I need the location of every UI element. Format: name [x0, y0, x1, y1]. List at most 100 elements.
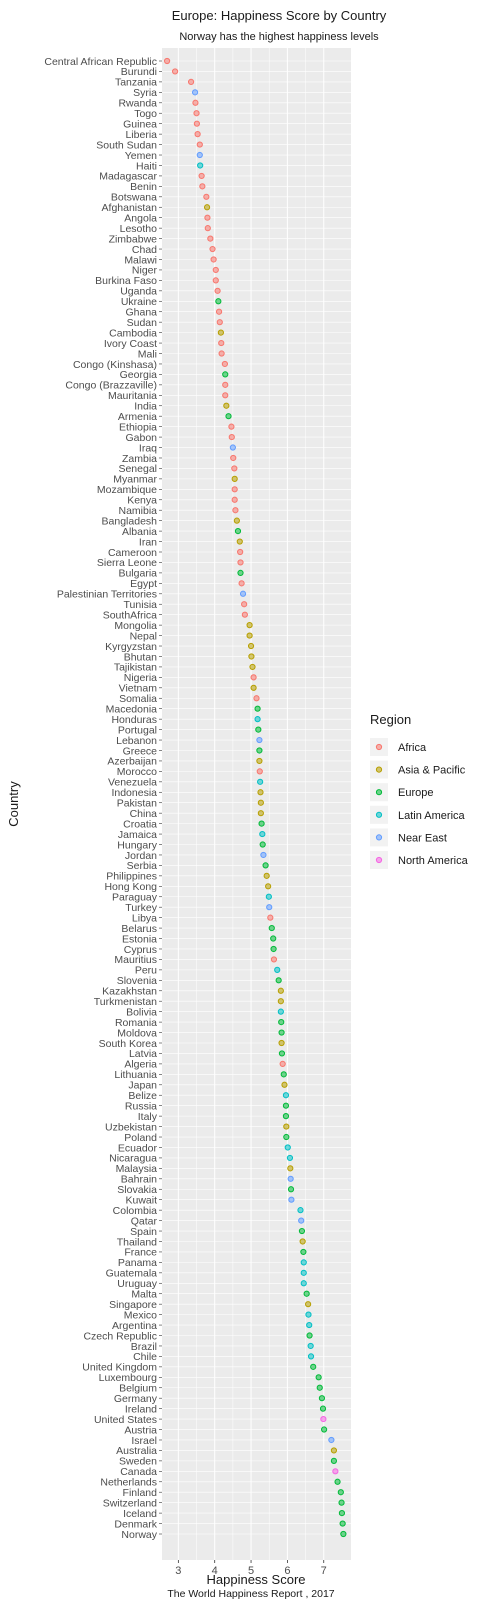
data-point — [232, 507, 239, 514]
data-point — [217, 329, 224, 336]
y-tick-label: Belize — [128, 1090, 157, 1102]
y-tick-label: Canada — [120, 1466, 157, 1478]
y-tick-label: Libya — [132, 912, 157, 924]
data-point — [270, 945, 277, 953]
data-point — [298, 1227, 306, 1235]
y-tick-label: Greece — [123, 745, 158, 757]
y-tick-label: Albania — [122, 526, 157, 538]
data-point — [287, 1165, 294, 1172]
y-tick-label: Syria — [133, 87, 157, 99]
y-tick-label: Thailand — [117, 1236, 157, 1248]
data-point — [305, 1311, 312, 1318]
y-tick-label: Malta — [131, 1289, 157, 1301]
data-point — [209, 245, 216, 253]
data-point — [257, 778, 264, 785]
data-point — [234, 528, 242, 535]
data-point — [203, 193, 210, 200]
y-tick-label: Argentina — [112, 1320, 157, 1332]
y-tick-label: Bahrain — [121, 1174, 157, 1186]
y-tick-label: Congo (Kinshasa) — [73, 359, 157, 371]
legend-marker — [375, 743, 383, 751]
data-point — [250, 684, 257, 691]
data-point — [229, 444, 236, 451]
data-point — [279, 1060, 286, 1067]
data-point — [228, 423, 235, 430]
data-point — [287, 1186, 295, 1193]
y-tick-label: Togo — [134, 108, 157, 120]
data-point — [277, 1008, 284, 1015]
y-tick-label: Hong Kong — [104, 881, 157, 893]
y-tick-label: Burundi — [121, 66, 157, 78]
data-point — [192, 99, 199, 106]
y-tick-label: Tanzania — [115, 77, 157, 89]
data-point — [233, 517, 240, 524]
y-tick-label: Mauritius — [114, 954, 157, 966]
data-point — [223, 402, 230, 409]
y-tick-label: Lebanon — [116, 735, 157, 747]
data-point — [257, 789, 264, 796]
y-tick-label: Azerbaijan — [107, 756, 157, 768]
data-point — [265, 883, 272, 890]
data-point — [330, 1447, 338, 1454]
legend-marker — [375, 766, 383, 773]
y-tick-label: Jamaica — [118, 829, 157, 841]
data-point — [256, 768, 263, 775]
y-tick-label: Pakistan — [117, 798, 157, 810]
y-tick-label: Ukraine — [121, 296, 157, 308]
data-point — [283, 1133, 290, 1141]
y-tick-label: Slovakia — [117, 1184, 157, 1196]
y-tick-label: Cyprus — [124, 944, 157, 956]
legend: Region Africa Asia & Pacific Europe Latin A… — [370, 712, 469, 869]
y-tick-label: Ivory Coast — [104, 338, 157, 350]
data-point — [321, 1426, 328, 1433]
y-tick-label: Uganda — [120, 286, 157, 298]
y-tick-label: Nicaragua — [109, 1153, 157, 1165]
data-point — [334, 1478, 341, 1485]
data-point — [287, 1175, 294, 1182]
data-point — [187, 78, 195, 85]
data-point — [268, 924, 275, 932]
y-tick-label: Philippines — [106, 871, 157, 883]
data-point — [300, 1269, 307, 1276]
y-tick-label: Yemen — [125, 150, 157, 162]
y-tick-label: Croatia — [123, 818, 157, 830]
data-point — [265, 893, 272, 900]
data-point — [315, 1374, 322, 1381]
chart-title: Europe: Happiness Score by Country — [172, 8, 387, 23]
legend-marker — [375, 811, 383, 818]
data-point — [277, 998, 284, 1005]
y-tick-label: Angola — [124, 213, 157, 225]
y-tick-label: Belarus — [121, 923, 157, 935]
data-point — [283, 1123, 290, 1130]
data-point — [193, 110, 200, 117]
data-point — [207, 235, 214, 242]
data-point — [300, 1280, 307, 1287]
y-tick-label: Namibia — [118, 505, 157, 517]
y-tick-label: Jordan — [125, 850, 157, 862]
data-point — [199, 183, 206, 190]
y-tick-label: Chad — [132, 244, 157, 256]
data-point — [281, 1081, 288, 1088]
y-tick-label: Mali — [138, 348, 157, 360]
y-tick-label: Uruguay — [117, 1278, 157, 1290]
y-tick-label: Luxembourg — [99, 1372, 158, 1384]
data-point — [266, 904, 273, 911]
data-point — [260, 851, 267, 859]
y-tick-label: Nigeria — [124, 672, 157, 684]
data-point — [250, 674, 257, 681]
y-tick-label: Indonesia — [111, 787, 157, 799]
y-tick-label: Mozambique — [97, 484, 157, 496]
data-point — [236, 538, 243, 545]
data-point — [278, 1029, 285, 1036]
y-tick-label: Iraq — [139, 442, 157, 454]
y-tick-label: Russia — [125, 1100, 157, 1112]
y-tick-label: Peru — [135, 965, 157, 977]
data-point — [270, 935, 277, 942]
data-point — [218, 350, 225, 357]
data-point — [225, 413, 232, 420]
data-point — [338, 1499, 345, 1506]
data-point — [256, 736, 263, 744]
data-point — [256, 757, 263, 765]
y-tick-label: Austria — [124, 1424, 157, 1436]
y-tick-label: Chile — [133, 1351, 157, 1363]
